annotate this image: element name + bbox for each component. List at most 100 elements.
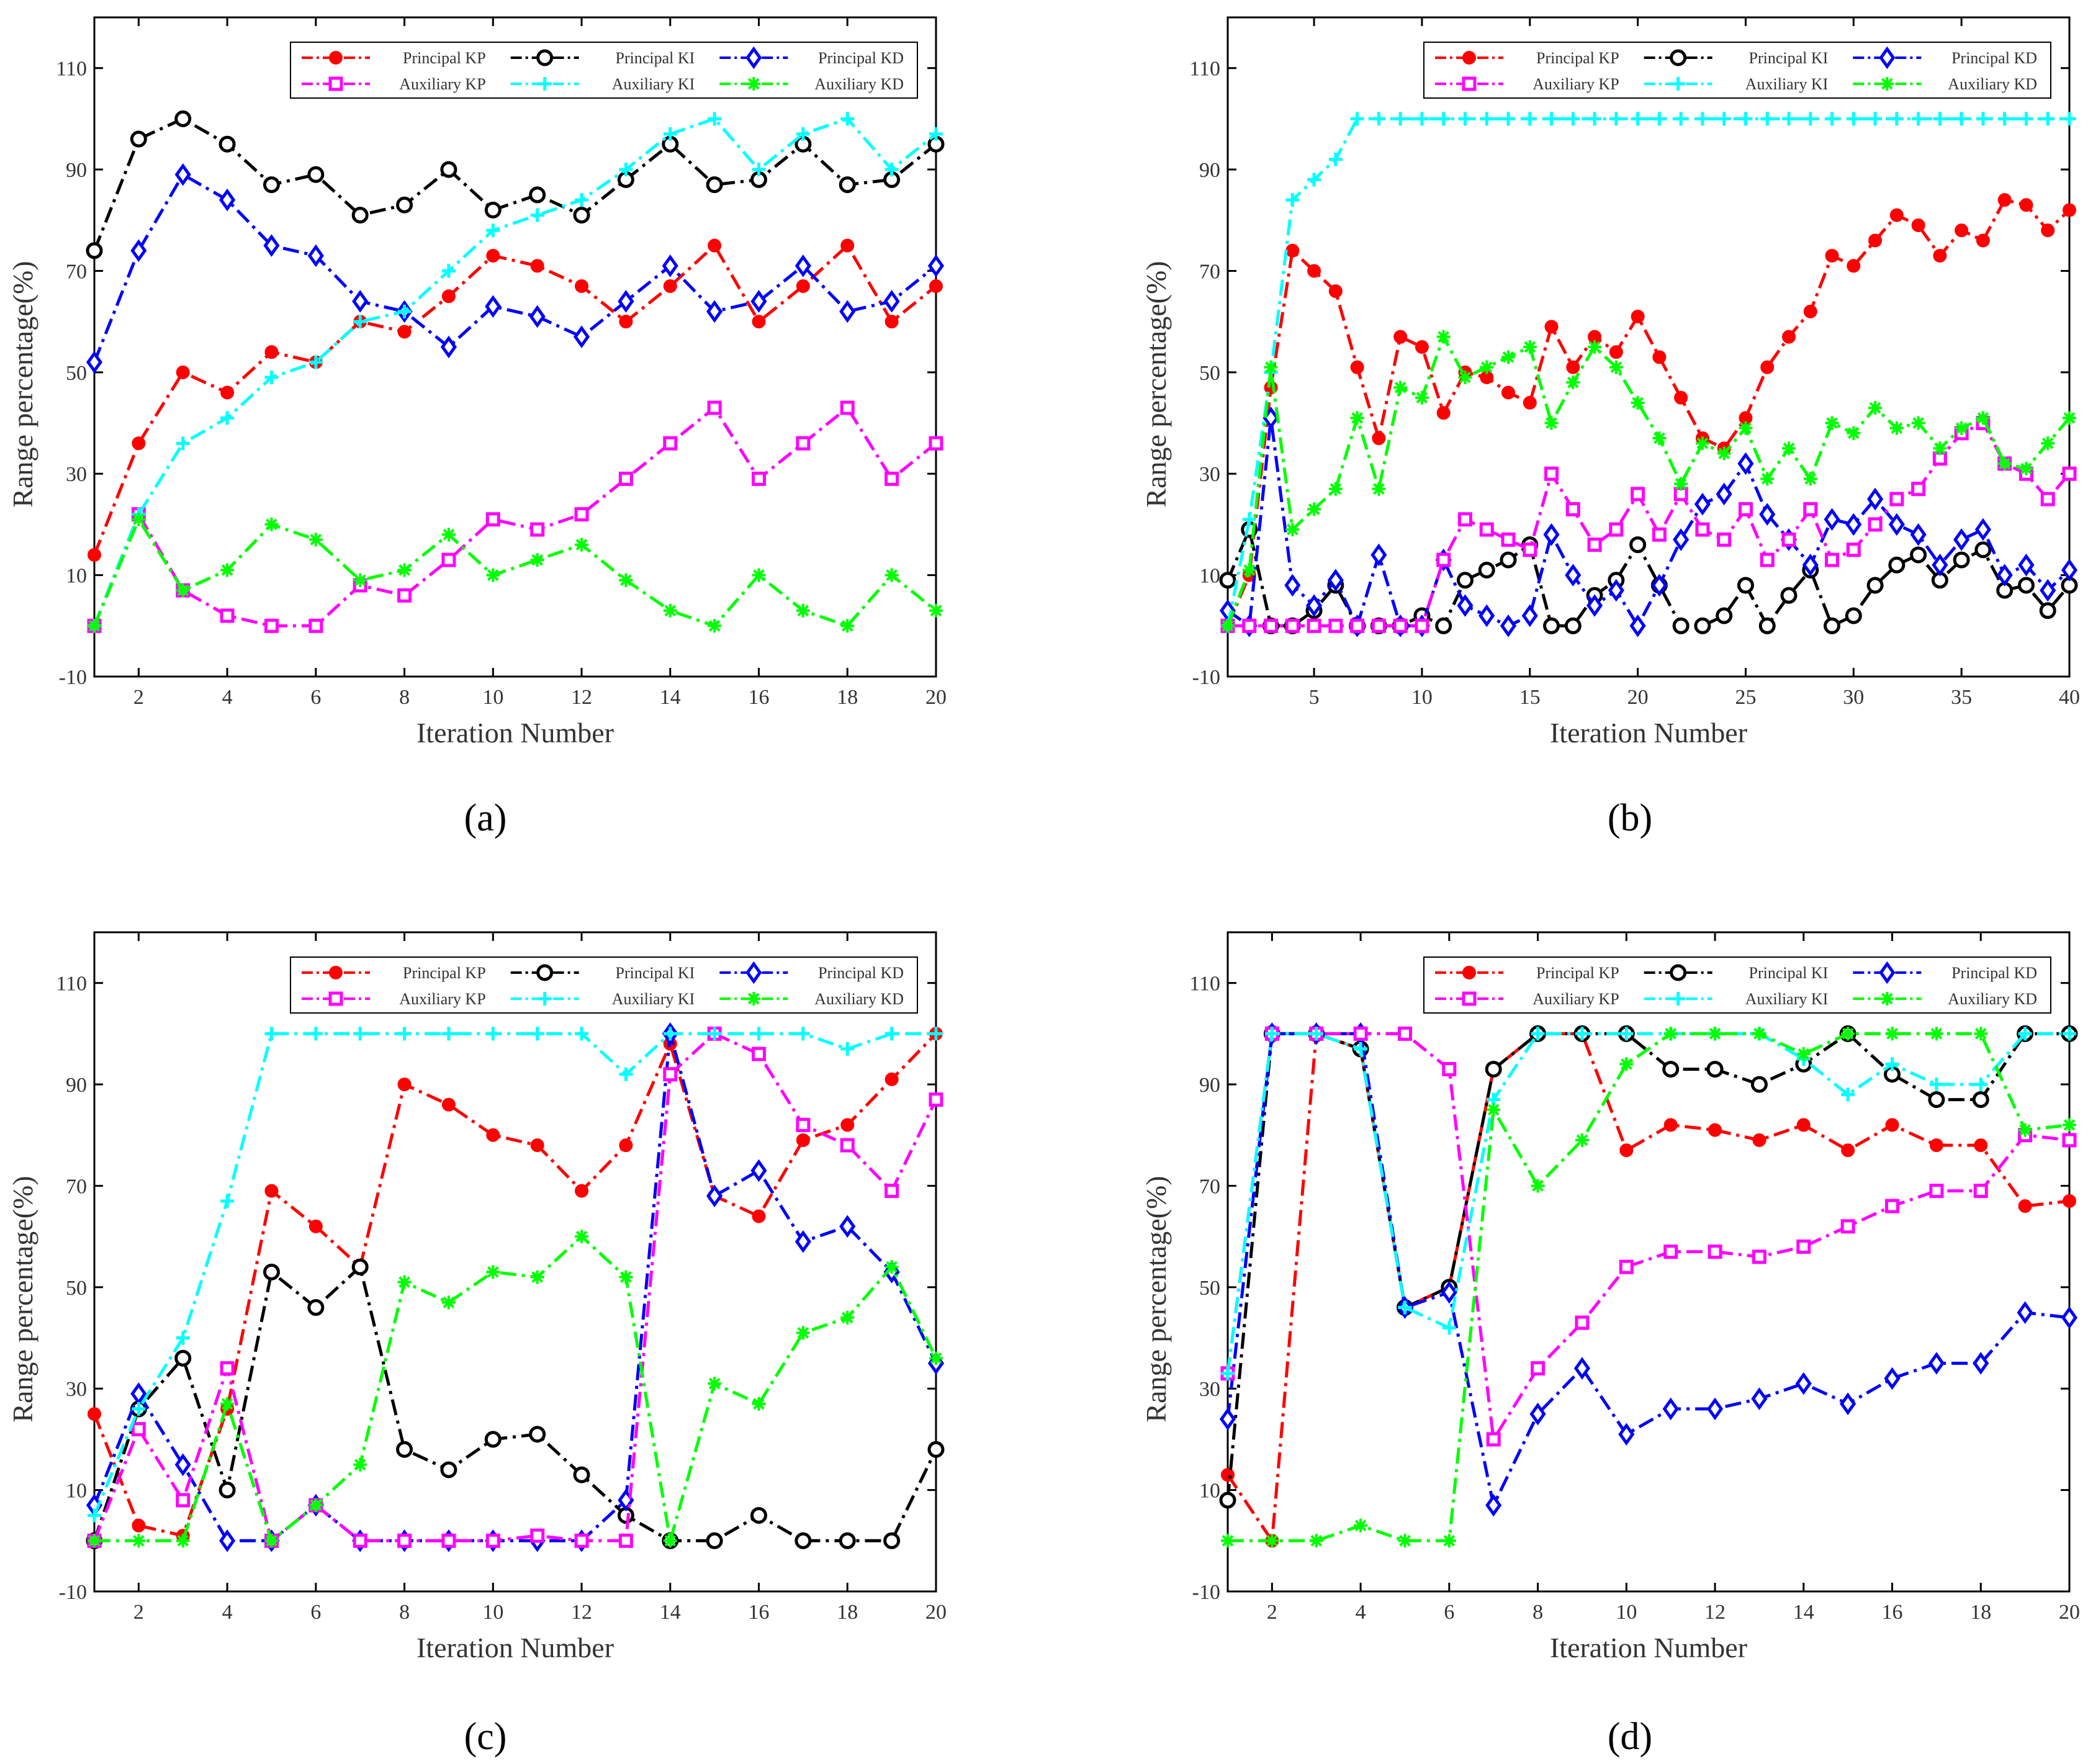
data-point [1751,1387,1768,1410]
x-tick-label: 15 [1519,686,1541,709]
legend-label: Auxiliary KI [1745,75,1829,93]
data-point [484,201,502,218]
data-point [573,325,590,348]
plot-frame [1226,931,2071,1593]
data-point [1618,1423,1635,1446]
data-point [353,1457,367,1472]
data-point [1531,1179,1545,1193]
data-point [1824,508,1840,531]
legend-marker [1879,46,1896,70]
data-point [1485,1061,1502,1078]
data-point [1674,477,1688,491]
data-point [1587,538,1602,552]
legend-label: Auxiliary KP [1532,990,1619,1008]
data-point [1372,482,1386,496]
data-point [174,110,192,127]
y-tick-label: 50 [66,362,87,385]
data-point [1955,421,1969,435]
data-point [1955,112,1969,126]
data-point [929,1027,943,1041]
data-point [1910,546,1927,564]
data-point [663,436,678,451]
data-point [1441,1280,1457,1304]
data-point [575,279,589,293]
data-point [1309,1534,1323,1548]
data-point [484,1431,502,1448]
data-point [840,112,855,126]
data-point [2063,203,2076,217]
legend-marker [328,991,343,1006]
data-point [307,244,324,268]
series-line [92,1032,938,1544]
legend-label: Auxiliary KI [612,990,695,1008]
y-tick-label: 110 [1189,58,1220,81]
x-axis-title: Iteration Number [416,1632,614,1663]
data-point [1885,1118,1899,1132]
x-tick-label: 16 [749,1601,770,1624]
data-point [220,563,235,577]
legend-marker [328,76,343,91]
legend-marker [538,992,552,1006]
legend-label: Principal KP [1536,49,1619,67]
data-point [1285,618,1300,633]
data-point [1415,618,1429,633]
data-point [174,1453,191,1477]
data-point [2061,1306,2078,1330]
y-tick-label: 10 [66,1480,87,1503]
y-tick-label: 50 [1199,362,1220,385]
y-tick-label: 110 [56,973,87,996]
data-point [1976,112,1990,126]
data-point [264,1534,279,1548]
data-point [1782,441,1796,456]
data-point [1328,482,1343,496]
data-point [1868,233,1883,248]
y-tick-label: 10 [66,565,87,588]
data-point [574,507,589,522]
data-point [530,1528,545,1543]
data-point [130,239,147,263]
data-point [840,400,855,415]
data-point [1393,618,1408,633]
data-point [1442,1321,1456,1335]
x-tick-label: 20 [925,1601,947,1624]
data-point [1708,1123,1722,1137]
x-tick-label: 8 [399,686,410,709]
plot-frame [93,931,937,1593]
data-point [1750,1076,1768,1093]
data-point [1652,527,1667,542]
data-point [619,315,633,329]
data-point [486,1265,500,1279]
x-tick-label: 35 [1951,686,1972,709]
data-point [2017,577,2035,594]
data-point [1846,542,1861,557]
data-point [1523,542,1537,557]
data-point [1796,1239,1811,1254]
data-point [796,436,811,451]
series-line [1226,1032,2070,1444]
data-point [1242,618,1257,633]
data-point [1738,502,1753,516]
data-point [308,1027,323,1041]
data-point [397,563,412,577]
data-point [708,619,722,633]
legend-label: Principal KI [616,964,695,982]
data-point [574,1533,589,1548]
data-point [575,1027,589,1041]
data-point [2041,436,2055,451]
data-point [1706,1397,1724,1421]
x-tick-label: 8 [399,1601,410,1624]
data-point [2041,112,2055,126]
data-point [1588,112,1602,126]
data-point [1479,522,1494,537]
data-point [1478,561,1495,578]
data-point [1501,112,1515,126]
data-point [1997,456,2012,470]
data-point [1781,532,1796,547]
data-point [1933,441,1947,456]
data-point [1619,1143,1634,1158]
data-point [176,1534,190,1548]
data-point [308,355,323,369]
data-point [1586,594,1603,617]
y-tick-label: 70 [1199,1175,1220,1198]
data-point [1629,614,1646,637]
